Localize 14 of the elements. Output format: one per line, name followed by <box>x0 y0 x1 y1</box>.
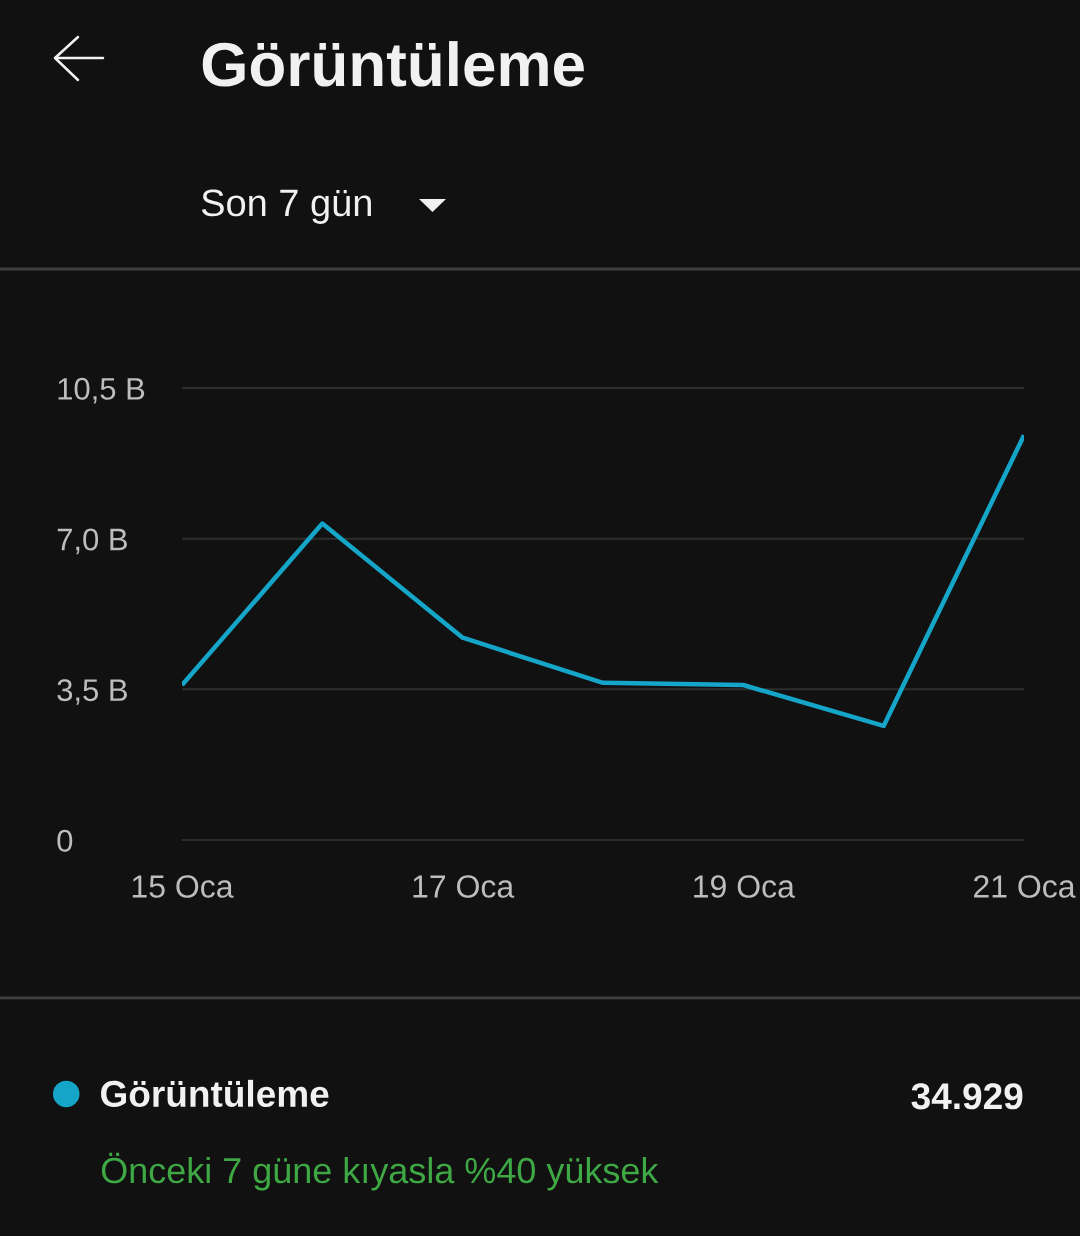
y-tick-label: 7,0 B <box>57 528 127 555</box>
chart-subtitle: Son 7 gün <box>201 189 371 224</box>
text: 34.929 <box>911 1083 1023 1110</box>
chart-title: Görüntüleme <box>202 41 584 87</box>
y-tick-label: 3,5 B <box>57 679 127 705</box>
y-tick-label: 10,5 B <box>58 377 145 404</box>
x-tick-label: 15 Oca <box>132 875 234 898</box>
text: Önceki 7 güne kıyasla %40 yüksek <box>101 1152 659 1191</box>
y-tick-label: 0 <box>57 829 73 852</box>
line-series <box>182 433 1024 729</box>
x-tick-label: 21 Oca <box>974 875 1076 898</box>
x-tick-label: 19 Oca <box>694 875 795 898</box>
x-tick-label: 17 Oca <box>413 875 515 898</box>
legend-label: Görüntüleme <box>101 1079 329 1107</box>
